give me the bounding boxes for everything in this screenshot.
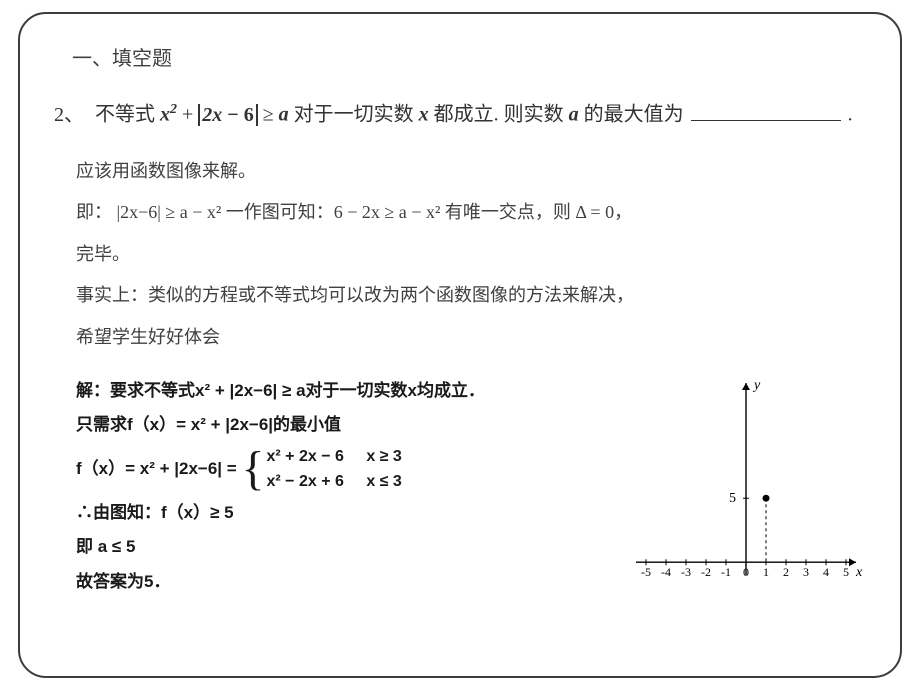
explain-line-3: 完毕。 [76, 239, 866, 271]
expr-x-exponent: 2 [170, 102, 177, 117]
case-1-expr: x² + 2x − 6 [266, 448, 343, 465]
var-a: a [279, 104, 289, 126]
svg-text:y: y [752, 378, 761, 393]
question-number: 2、 [54, 104, 84, 126]
solution-line-6: 故答案为5． [76, 566, 596, 598]
case-1: x² + 2x − 6 x ≥ 3 [266, 448, 401, 465]
expr-x: x [160, 104, 170, 126]
svg-text:5: 5 [843, 565, 849, 579]
svg-text:-3: -3 [681, 565, 691, 579]
solution-block: 解：要求不等式x² + |2x−6| ≥ a对于一切实数x均成立． 只需求f（x… [76, 373, 596, 600]
solution-line-4: ∴由图知：f（x）≥ 5 [76, 497, 596, 529]
section-title: 一、填空题 [72, 42, 866, 71]
case-2-expr: x² − 2x + 6 [266, 473, 343, 490]
svg-text:4: 4 [823, 565, 829, 579]
solution-line-5: 即 a ≤ 5 [76, 531, 596, 563]
function-graph: -5-4-3-2-10123455xy [626, 373, 866, 593]
svg-text:0: 0 [743, 565, 749, 579]
explain-line-4: 事实上：类似的方程或不等式均可以改为两个函数图像的方法来解决， [76, 280, 866, 312]
var-x: x [419, 104, 429, 126]
svg-text:-4: -4 [661, 565, 671, 579]
case-2-cond: x ≤ 3 [366, 469, 401, 495]
explain-line-1: 应该用函数图像来解。 [76, 156, 866, 188]
svg-text:-1: -1 [721, 565, 731, 579]
document-page: 一、填空题 2、 不等式 x2 + 2x − 6 ≥ a 对于一切实数 x 都成… [18, 12, 902, 678]
explain-line-2: 即： |2x−6| ≥ a − x² 一作图可知：6 − 2x ≥ a − x²… [76, 197, 866, 229]
svg-text:1: 1 [763, 565, 769, 579]
case-2: x² − 2x + 6 x ≤ 3 [266, 473, 401, 490]
solution-line-3: f（x）= x² + |2x−6| = { x² + 2x − 6 x ≥ 3 … [76, 444, 596, 495]
explain-line-5: 希望学生好好体会 [76, 322, 866, 354]
question-period: . [848, 104, 853, 126]
solution-line-2: 只需求f（x）= x² + |2x−6|的最小值 [76, 409, 596, 441]
question-tail: 的最大值为 [584, 104, 684, 126]
answer-blank [691, 103, 841, 121]
explanation-block: 应该用函数图像来解。 即： |2x−6| ≥ a − x² 一作图可知：6 − … [76, 156, 866, 354]
svg-text:-2: -2 [701, 565, 711, 579]
solution-row: 解：要求不等式x² + |2x−6| ≥ a对于一切实数x均成立． 只需求f（x… [76, 373, 866, 600]
question-line: 2、 不等式 x2 + 2x − 6 ≥ a 对于一切实数 x 都成立. 则实数… [54, 99, 866, 130]
abs-expression: 2x − 6 [198, 104, 257, 126]
left-brace: { [241, 445, 264, 493]
case-1-cond: x ≥ 3 [366, 444, 401, 470]
svg-text:3: 3 [803, 565, 809, 579]
question-mid2: 都成立. 则实数 [434, 104, 569, 126]
piecewise-cases: x² + 2x − 6 x ≥ 3 x² − 2x + 6 x ≤ 3 [266, 444, 401, 495]
svg-text:x: x [855, 565, 863, 580]
question-mid: 对于一切实数 [294, 104, 419, 126]
piecewise-lhs: f（x）= x² + |2x−6| = [76, 459, 241, 478]
svg-text:-5: -5 [641, 565, 651, 579]
solution-line-1: 解：要求不等式x² + |2x−6| ≥ a对于一切实数x均成立． [76, 375, 596, 407]
graph-svg: -5-4-3-2-10123455xy [626, 373, 866, 593]
piecewise-block: { x² + 2x − 6 x ≥ 3 x² − 2x + 6 x ≤ 3 [241, 444, 401, 495]
svg-text:5: 5 [729, 491, 736, 506]
question-prefix: 不等式 [95, 104, 160, 126]
var-a2: a [569, 104, 579, 126]
geq-sign: ≥ [263, 104, 279, 126]
plus-sign: + [182, 104, 198, 126]
svg-text:2: 2 [783, 565, 789, 579]
